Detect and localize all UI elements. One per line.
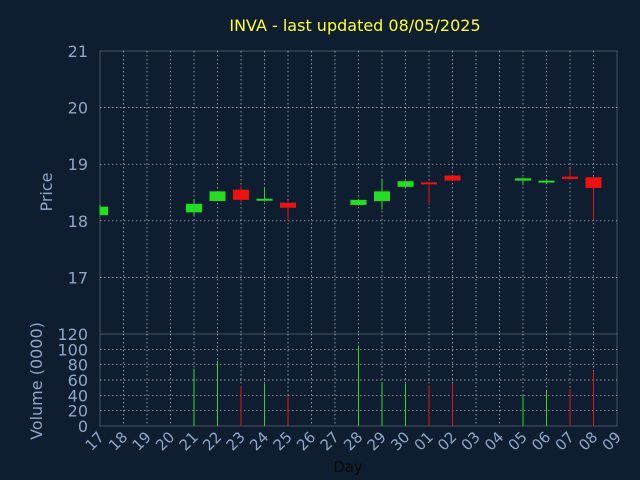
x-tick-label: 29: [364, 428, 390, 454]
x-tick-label: 27: [317, 428, 343, 454]
price-tick-label: 18: [68, 212, 88, 231]
x-tick-label: 08: [575, 428, 601, 454]
x-tick-label: 04: [481, 428, 507, 454]
candle-body: [515, 178, 531, 181]
x-tick-label: 07: [552, 428, 578, 454]
volume-tick-label: 60: [68, 371, 88, 390]
candle-body: [280, 202, 296, 208]
x-tick-label: 25: [270, 428, 296, 454]
x-tick-label: 05: [505, 428, 531, 454]
x-tick-label: 28: [340, 428, 366, 454]
price-axis-label: Price: [37, 172, 56, 211]
x-tick-label: 20: [152, 428, 178, 454]
chart-title: INVA - last updated 08/05/2025: [229, 16, 480, 35]
volume-tick-label: 100: [57, 340, 88, 359]
x-tick-label: 09: [599, 428, 625, 454]
candle-body: [562, 176, 578, 179]
volume-axis-label: Volume (0000): [27, 322, 46, 440]
candle-body: [209, 191, 226, 201]
price-tick-label: 21: [68, 42, 88, 61]
candle-body: [538, 180, 555, 183]
candle-body: [397, 181, 414, 187]
candle-body: [444, 175, 461, 181]
x-tick-label: 30: [387, 428, 413, 454]
volume-tick-label: 120: [57, 325, 88, 344]
x-tick-label: 18: [105, 428, 131, 454]
price-tick-label: 20: [68, 99, 88, 118]
candle-body: [186, 203, 202, 213]
x-tick-label: 24: [246, 428, 272, 454]
price-tick-label: 19: [68, 155, 88, 174]
x-tick-label: 22: [199, 428, 225, 454]
x-axis-label: Day: [333, 458, 363, 476]
price-tick-label: 17: [68, 268, 88, 287]
volume-tick-label: 20: [68, 402, 88, 421]
x-tick-label: 01: [411, 428, 437, 454]
volume-tick-label: 80: [68, 356, 88, 375]
volume-tick-label: 0: [78, 417, 88, 436]
candle-body: [585, 177, 602, 188]
x-tick-label: 23: [223, 428, 249, 454]
candle-body: [100, 206, 108, 216]
x-tick-label: 19: [129, 428, 155, 454]
x-tick-label: 02: [434, 428, 460, 454]
x-tick-label: 21: [176, 428, 202, 454]
x-tick-label: 03: [458, 428, 484, 454]
x-tick-label: 26: [293, 428, 319, 454]
x-tick-label: 06: [528, 428, 554, 454]
volume-tick-label: 40: [68, 386, 88, 405]
candle-body: [350, 199, 367, 205]
candle-body: [233, 189, 249, 200]
candle-body: [256, 198, 273, 201]
candle-body: [374, 191, 390, 201]
candle-body: [421, 182, 437, 185]
